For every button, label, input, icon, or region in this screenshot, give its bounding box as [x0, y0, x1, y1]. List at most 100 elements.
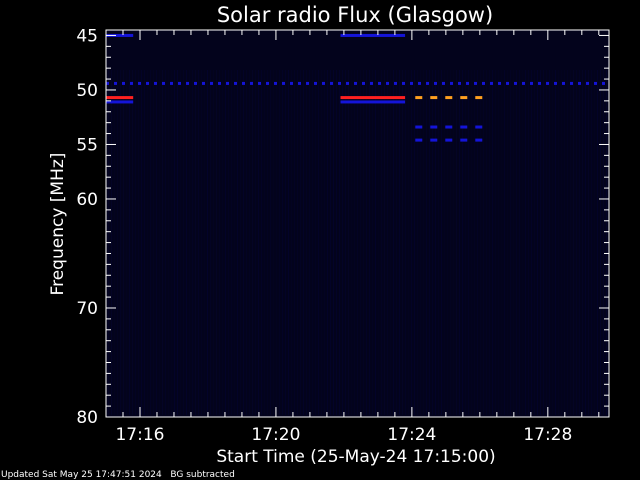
noise-streak — [381, 70, 382, 415]
noise-streak — [366, 70, 367, 415]
noise-streak — [183, 70, 184, 415]
emission-dash — [274, 81, 277, 85]
emission-dash — [170, 81, 173, 85]
noise-streak — [339, 70, 340, 415]
emission-dash — [370, 81, 373, 85]
noise-streak — [249, 70, 250, 415]
noise-streak — [372, 70, 373, 415]
noise-streak — [447, 70, 448, 415]
emission-dash — [562, 81, 565, 85]
noise-streak — [399, 70, 400, 415]
noise-streak — [516, 70, 517, 415]
emission-dash — [602, 81, 605, 85]
noise-streak — [387, 70, 388, 415]
x-tick-label: 17:16 — [115, 425, 164, 445]
noise-streak — [429, 70, 430, 415]
noise-streak — [354, 70, 355, 415]
noise-streak — [219, 70, 220, 415]
noise-streak — [600, 70, 601, 415]
emission-dash — [460, 96, 468, 100]
noise-streak — [432, 70, 433, 415]
emission-dash — [415, 96, 423, 100]
emission-dash — [130, 81, 133, 85]
emission-dash — [445, 138, 453, 142]
emission-dash — [426, 81, 429, 85]
noise-streak — [162, 70, 163, 415]
emission-band — [106, 33, 134, 37]
emission-dash — [114, 81, 117, 85]
emission-dash — [402, 81, 405, 85]
noise-streak — [147, 70, 148, 415]
noise-streak — [234, 70, 235, 415]
noise-streak — [141, 70, 142, 415]
noise-streak — [252, 70, 253, 415]
emission-dash — [122, 81, 125, 85]
noise-streak — [180, 70, 181, 415]
noise-streak — [384, 70, 385, 415]
noise-streak — [492, 70, 493, 415]
noise-streak — [345, 70, 346, 415]
emission-band — [340, 100, 406, 104]
noise-streak — [567, 70, 568, 415]
noise-streak — [348, 70, 349, 415]
noise-streak — [111, 70, 112, 415]
emission-dash — [394, 81, 397, 85]
y-tick-label: 45 — [76, 26, 98, 46]
noise-streak — [423, 70, 424, 415]
emission-dash — [362, 81, 365, 85]
emission-dash — [202, 81, 205, 85]
noise-streak — [204, 70, 205, 415]
emission-band — [106, 96, 134, 100]
noise-streak — [504, 70, 505, 415]
emission-dash — [570, 81, 573, 85]
noise-streak — [444, 70, 445, 415]
emission-features — [106, 33, 605, 142]
emission-dash — [178, 81, 181, 85]
noise-streak — [537, 70, 538, 415]
emission-dash — [475, 125, 483, 129]
emission-dash — [415, 138, 423, 142]
noise-streak — [576, 70, 577, 415]
noise-streak — [453, 70, 454, 415]
noise-streak — [459, 70, 460, 415]
emission-dash — [460, 125, 468, 129]
noise-streak — [552, 70, 553, 415]
emission-dash — [210, 81, 213, 85]
noise-streak — [216, 70, 217, 415]
noise-streak — [456, 70, 457, 415]
noise-streak — [450, 70, 451, 415]
emission-dash — [282, 81, 285, 85]
noise-streak — [357, 70, 358, 415]
noise-streak — [228, 70, 229, 415]
noise-streak — [531, 70, 532, 415]
noise-streak — [312, 70, 313, 415]
emission-band — [340, 96, 406, 100]
emission-dash — [250, 81, 253, 85]
noise-streak — [195, 70, 196, 415]
footer-updated: Updated Sat May 25 17:47:51 2024 — [1, 470, 162, 480]
noise-streak — [114, 70, 115, 415]
x-tick-label: 17:20 — [251, 425, 300, 445]
noise-streak — [579, 70, 580, 415]
noise-streak — [168, 70, 169, 415]
noise-streak — [321, 70, 322, 415]
emission-dash — [415, 125, 423, 129]
emission-dash — [298, 81, 301, 85]
noise-streak — [489, 70, 490, 415]
noise-streak — [396, 70, 397, 415]
noise-streak — [306, 70, 307, 415]
emission-dash — [466, 81, 469, 85]
noise-streak — [582, 70, 583, 415]
plot-background — [106, 30, 609, 417]
noise-streak — [507, 70, 508, 415]
noise-streak — [210, 70, 211, 415]
emission-dash — [475, 96, 483, 100]
noise-streak — [585, 70, 586, 415]
noise-streak — [264, 70, 265, 415]
noise-streak — [342, 70, 343, 415]
noise-streak — [480, 70, 481, 415]
noise-streak — [570, 70, 571, 415]
y-axis: 45 50 55 60 70 80 — [76, 26, 609, 428]
noise-streak — [189, 70, 190, 415]
noise-streak — [318, 70, 319, 415]
